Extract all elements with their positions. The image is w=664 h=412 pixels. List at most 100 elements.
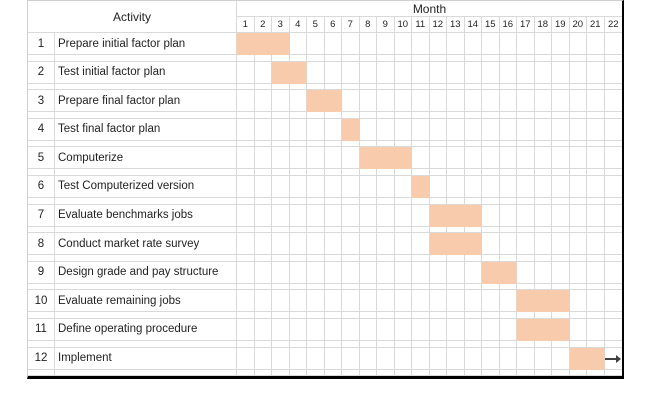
spacer-grid-cell bbox=[377, 83, 395, 91]
spacer-grid-cell bbox=[499, 283, 517, 291]
spacer-cell bbox=[55, 312, 237, 319]
spacer-grid-cell bbox=[307, 283, 325, 291]
grid-cell bbox=[569, 175, 587, 198]
spacer-grid-cell bbox=[272, 169, 290, 176]
spacer-grid-cell bbox=[394, 140, 412, 148]
spacer-grid-cell bbox=[464, 83, 482, 91]
grid-cell bbox=[534, 347, 552, 370]
spacer-grid-cell bbox=[289, 226, 307, 234]
spacer-grid-cell bbox=[359, 169, 377, 176]
spacer-grid-cell bbox=[482, 283, 500, 291]
spacer-grid-cell bbox=[499, 112, 517, 119]
spacer-cell bbox=[55, 340, 237, 348]
grid-cell bbox=[394, 233, 412, 256]
spacer-grid-cell bbox=[394, 283, 412, 291]
spacer-grid-cell bbox=[342, 197, 360, 205]
spacer-grid-cell bbox=[394, 369, 412, 377]
grid-cell bbox=[552, 61, 570, 84]
task-number: 3 bbox=[28, 90, 55, 113]
grid-cell bbox=[307, 175, 325, 198]
spacer-grid-cell bbox=[569, 112, 587, 119]
grid-cell bbox=[342, 204, 360, 227]
spacer-cell bbox=[28, 369, 55, 377]
spacer-grid-cell bbox=[412, 226, 430, 234]
spacer-grid-cell bbox=[342, 369, 360, 377]
task-label: Prepare final factor plan bbox=[55, 90, 237, 113]
grid-cell bbox=[289, 261, 307, 284]
spacer-grid-cell bbox=[604, 284, 622, 291]
grid-cell bbox=[464, 33, 482, 55]
spacer-grid-cell bbox=[429, 226, 447, 234]
grid-cell bbox=[377, 233, 395, 256]
grid-cell bbox=[324, 261, 342, 284]
grid-cell bbox=[412, 33, 430, 55]
grid-cell bbox=[534, 118, 552, 141]
grid-cell bbox=[394, 33, 412, 55]
spacer-grid-cell bbox=[569, 340, 587, 348]
grid-cell bbox=[237, 175, 255, 198]
grid-cell bbox=[517, 175, 535, 198]
spacer-grid-cell bbox=[237, 197, 255, 205]
grid-cell bbox=[307, 261, 325, 284]
task-label: Computerize bbox=[55, 147, 237, 170]
spacer-grid-cell bbox=[482, 197, 500, 205]
spacer-grid-cell bbox=[342, 112, 360, 119]
spacer-grid-cell bbox=[499, 340, 517, 348]
spacer-grid-cell bbox=[569, 55, 587, 62]
grid-cell bbox=[359, 90, 377, 113]
spacer-grid-cell bbox=[499, 55, 517, 62]
grid-cell bbox=[447, 118, 465, 141]
grid-cell bbox=[394, 347, 412, 370]
spacer-grid-cell bbox=[237, 312, 255, 319]
spacer-grid-cell bbox=[377, 226, 395, 234]
grid-cell bbox=[569, 261, 587, 284]
grid-cell bbox=[552, 147, 570, 170]
spacer-grid-cell bbox=[552, 283, 570, 291]
spacer-grid-cell bbox=[254, 283, 272, 291]
spacer-grid-cell bbox=[447, 283, 465, 291]
month-header-cell-10: 10 bbox=[394, 17, 412, 33]
spacer-grid-cell bbox=[604, 141, 622, 148]
grid-cell bbox=[342, 33, 360, 55]
spacer-grid-cell bbox=[412, 83, 430, 91]
grid-cell bbox=[254, 175, 272, 198]
grid-cell bbox=[307, 204, 325, 227]
spacer-grid-cell bbox=[482, 226, 500, 234]
spacer-grid-cell bbox=[552, 255, 570, 262]
grid-cell bbox=[587, 118, 605, 141]
month-header-cell-11: 11 bbox=[412, 17, 430, 33]
spacer-grid-cell bbox=[587, 55, 605, 62]
spacer-grid-cell bbox=[587, 140, 605, 148]
spacer-grid-cell bbox=[499, 140, 517, 148]
grid-cell bbox=[254, 347, 272, 370]
spacer-grid-cell bbox=[324, 312, 342, 319]
spacer-grid-cell bbox=[324, 197, 342, 205]
month-header-cell-12: 12 bbox=[429, 17, 447, 33]
spacer-grid-cell bbox=[307, 226, 325, 234]
month-axis-header: Month bbox=[237, 1, 622, 17]
spacer-grid-cell bbox=[604, 227, 622, 234]
spacer-grid-cell bbox=[587, 369, 605, 377]
grid-cell bbox=[359, 175, 377, 198]
spacer-grid-cell bbox=[254, 255, 272, 262]
spacer-grid-cell bbox=[342, 312, 360, 319]
spacer-grid-cell bbox=[464, 112, 482, 119]
grid-cell bbox=[377, 318, 395, 341]
spacer-grid-cell bbox=[517, 312, 535, 319]
spacer-grid-cell bbox=[569, 255, 587, 262]
grid-cell bbox=[587, 318, 605, 341]
spacer-grid-cell bbox=[534, 283, 552, 291]
spacer-grid-cell bbox=[447, 226, 465, 234]
grid-cell bbox=[499, 61, 517, 84]
spacer-grid-cell bbox=[324, 83, 342, 91]
grid-cell bbox=[254, 204, 272, 227]
spacer-grid-cell bbox=[587, 169, 605, 176]
grid-cell bbox=[604, 119, 622, 141]
grid-cell bbox=[569, 118, 587, 141]
grid-cell bbox=[377, 90, 395, 113]
spacer-grid-cell bbox=[272, 226, 290, 234]
grid-cell bbox=[482, 204, 500, 227]
gantt-bar-task-4 bbox=[342, 118, 360, 141]
spacer-grid-cell bbox=[254, 83, 272, 91]
